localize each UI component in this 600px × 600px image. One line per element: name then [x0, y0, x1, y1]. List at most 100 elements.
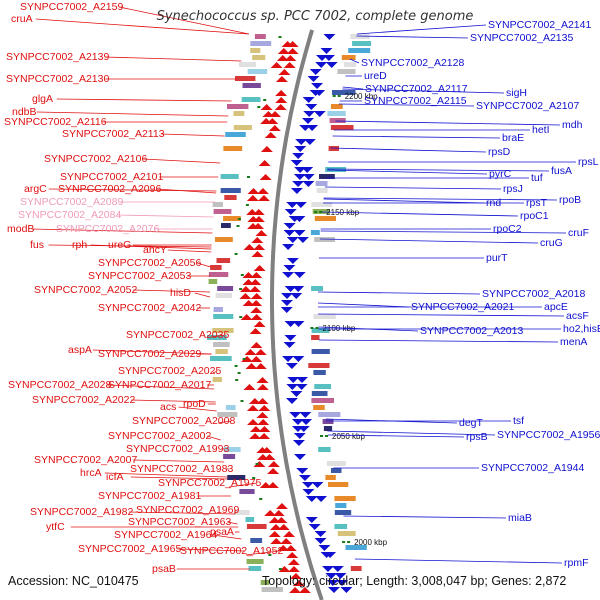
gene-label-left[interactable]: fus [30, 239, 44, 251]
gene-label-left[interactable]: SYNPCC7002_A2116 [4, 116, 107, 128]
gene-label-left[interactable]: SYNPCC7002_A2076 [56, 223, 159, 235]
gene-label-left[interactable]: SYNPCC7002_A2101 [60, 171, 163, 183]
gene-label-left[interactable]: ureG [108, 239, 131, 251]
gene-label-right[interactable]: cruG [540, 237, 563, 249]
gene-label-left[interactable]: SYNPCC7002_A2084 [18, 209, 121, 221]
gene-label-left[interactable]: cruA [11, 13, 33, 25]
gene-label-right[interactable]: SYNPCC7002_A2135 [470, 32, 573, 44]
gene-label-right[interactable]: SYNPCC7002_A2013 [420, 325, 523, 337]
gene-label-left[interactable]: SYNPCC7002_A2007 [34, 454, 137, 466]
gene-label-left[interactable]: SYNPCC7002_A2096 [58, 183, 161, 195]
gene-label-left[interactable]: SYNPCC7002_A1965 [78, 543, 181, 555]
gene-label-right[interactable]: rpsJ [503, 183, 523, 195]
gene-label-left[interactable]: SYNPCC7002_A2022 [32, 394, 135, 406]
gene-label-right[interactable]: miaB [508, 512, 532, 524]
topology-text: Topology: circular; Length: 3,008,047 bp… [262, 574, 567, 588]
gene-label-left[interactable]: ytfC [46, 521, 65, 533]
gene-label-right[interactable]: rpsT [526, 197, 548, 209]
gene-label-left[interactable]: SYNPCC7002_A2035 [126, 329, 229, 341]
gene-label-left[interactable]: SYNPCC7002_A2042 [98, 302, 201, 314]
gene-label-left[interactable]: SYNPCC7002_A2008 [132, 415, 235, 427]
gene-label-right[interactable]: acsF [566, 310, 589, 322]
gene-label-left[interactable]: icfA [106, 471, 124, 483]
gene-label-left[interactable]: rph [72, 239, 87, 251]
gene-label-left[interactable]: SYNPCC7002_A1983 [130, 463, 233, 475]
gene-label-left[interactable]: SYNPCC7002_A1993 [126, 443, 229, 455]
gene-label-right[interactable]: SYNPCC7002_A2141 [488, 19, 591, 31]
gene-label-left[interactable]: acs [160, 401, 176, 413]
reverse-gene-arrow [296, 468, 309, 474]
gene-label-left[interactable]: SYNPCC7002_A1964 [114, 529, 217, 541]
gene-label-right[interactable]: purT [486, 252, 508, 264]
gene-label-left[interactable]: rpoD [183, 398, 206, 410]
feature-band [246, 524, 267, 529]
gene-label-left[interactable]: modB [7, 223, 34, 235]
gene-label-left[interactable]: SYNPCC7002_A2113 [62, 128, 165, 140]
gene-label-left[interactable]: SYNPCC7002_A2056 [98, 257, 201, 269]
feature-band [314, 216, 336, 221]
gene-label-right[interactable]: pyrC [489, 168, 512, 180]
gene-label-left[interactable]: SYNPCC7002_A2052 [34, 284, 137, 296]
gene-label-right[interactable]: SYNPCC7002_A2021 [411, 301, 514, 313]
gene-label-right[interactable]: SYNPCC7002_A2115 [364, 95, 467, 107]
gene-label-left[interactable]: psaB [152, 563, 176, 575]
gene-label-right[interactable]: SYNPCC7002_A2117 [365, 83, 468, 95]
gene-label-left[interactable]: argC [24, 183, 47, 195]
gene-label-left[interactable]: hrcA [80, 467, 102, 479]
gene-label-right[interactable]: ho2,hisB [563, 323, 600, 335]
gene-label-right[interactable]: rpoC2 [493, 223, 522, 235]
gene-label-right[interactable]: ureD [364, 70, 387, 82]
gene-label-left[interactable]: SYNPCC7002_A1982 [30, 506, 133, 518]
gene-label-right[interactable]: hetI [532, 124, 550, 136]
gene-label-right[interactable]: SYNPCC7002_A1956 [497, 429, 600, 441]
gene-label-right[interactable]: mdh [562, 119, 583, 131]
gene-label-right[interactable]: SYNPCC7002_A2107 [476, 100, 579, 112]
gene-label-left[interactable]: SYNPCC7002_A2130 [6, 73, 109, 85]
gene-label-left[interactable]: SYNPCC7002_A1975 [158, 477, 261, 489]
gene-label-left[interactable]: SYNPCC7002_A2028 [8, 379, 111, 391]
gene-label-left[interactable]: SYNPCC7002_A2089 [20, 196, 123, 208]
gene-label-left[interactable]: SYNPCC7002_A2106 [44, 153, 147, 165]
gene-label-right[interactable]: rpsL [578, 156, 599, 168]
gene-label-right[interactable]: rpoB [559, 194, 581, 206]
gene-label-right[interactable]: rpsB [466, 431, 488, 443]
gene-label-right[interactable]: menA [560, 336, 587, 348]
reverse-gene-arrow [296, 237, 309, 243]
forward-gene-arrow [239, 286, 252, 292]
gene-label-left[interactable]: hisD [170, 287, 191, 299]
gene-label-left[interactable]: SYNPCC7002_A2017 [108, 379, 211, 391]
gene-label-left[interactable]: SYNPCC7002_A2002 [108, 430, 211, 442]
gene-label-right[interactable]: cruF [568, 227, 589, 239]
reverse-gene-arrow [309, 69, 322, 75]
gene-label-left[interactable]: glgA [32, 93, 53, 105]
gene-label-left[interactable]: psaA [210, 526, 234, 538]
gene-label-left[interactable]: ahcY [143, 244, 167, 256]
gene-label-right[interactable]: rpmF [564, 557, 589, 569]
gene-label-right[interactable]: braE [502, 132, 524, 144]
gene-label-left[interactable]: ndbB [12, 106, 37, 118]
forward-gene-arrow [277, 48, 290, 54]
gene-label-right[interactable]: tsf [513, 415, 524, 427]
gene-label-right[interactable]: SYNPCC7002_A2018 [482, 288, 585, 300]
gene-label-right[interactable]: rpoC1 [520, 210, 549, 222]
gene-label-left[interactable]: SYNPCC7002_A2029 [98, 348, 201, 360]
left-label-lines [31, 6, 280, 570]
gene-label-right[interactable]: sigH [506, 87, 527, 99]
gene-label-left[interactable]: SYNPCC7002_A1969 [136, 504, 239, 516]
gene-label-right[interactable]: SYNPCC7002_A1944 [481, 462, 584, 474]
gene-label-left[interactable]: SYNPCC7002_A2139 [6, 51, 109, 63]
gene-label-right[interactable]: rpsD [488, 146, 511, 158]
gene-label-right[interactable]: fusA [551, 165, 572, 177]
gene-label-left[interactable]: SYNPCC7002_A2025 [118, 365, 221, 377]
gene-label-left[interactable]: SYNPCC7002_A2159 [20, 1, 123, 13]
gene-label-right[interactable]: degT [459, 417, 484, 429]
gene-label-right[interactable]: apcE [544, 301, 568, 313]
gene-label-right[interactable]: rnd [486, 197, 501, 209]
gene-label-right[interactable]: SYNPCC7002_A2128 [361, 57, 464, 69]
gene-label-left[interactable]: SYNPCC7002_A2053 [88, 270, 191, 282]
gene-label-left[interactable]: SYNPCC7002_A1952 [180, 545, 283, 557]
gene-label-left[interactable]: SYNPCC7002_A1981 [98, 490, 201, 502]
gene-label-left[interactable]: aspA [68, 344, 92, 356]
gene-label-left[interactable]: SYNPCC7002_A1963 [128, 516, 231, 528]
gene-label-right[interactable]: tuf [531, 172, 543, 184]
